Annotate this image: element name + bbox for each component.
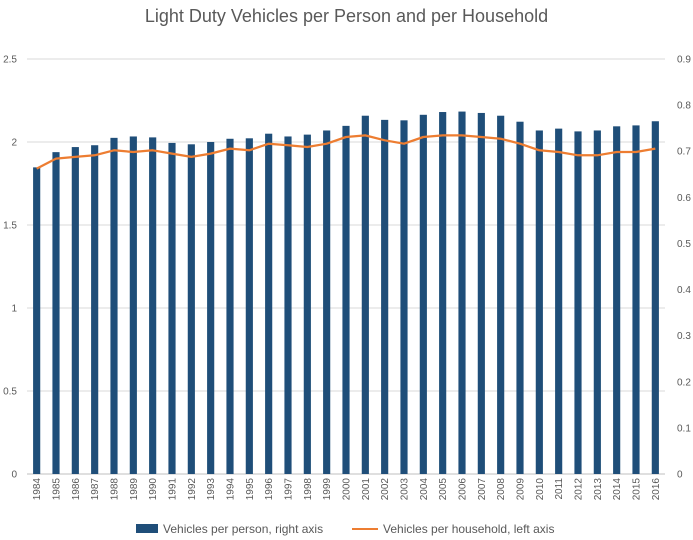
bar [574,131,582,474]
bar [439,112,447,475]
bar [149,137,157,474]
bar [303,134,311,474]
bar [477,112,485,474]
bar [71,147,79,475]
bar [52,152,60,474]
right-tick-label: 0.7 [677,147,691,158]
bar [226,138,234,474]
x-tick-label: 2016 [651,478,662,501]
right-tick-label: 0.1 [677,423,691,434]
x-tick-label: 2013 [593,478,604,501]
x-tick-label: 2005 [438,478,449,501]
legend-label-bar: Vehicles per person, right axis [163,522,323,536]
household-line [36,134,656,170]
x-tick-label: 2002 [380,478,391,501]
bar [458,111,466,475]
right-tick-label: 0 [677,470,683,481]
bar [129,136,137,474]
bar [400,120,408,475]
left-tick-label: 2.5 [3,55,17,66]
bar [265,133,273,474]
left-axis: 0 0.5 1 1.5 2 2.5 [3,55,17,481]
bar [632,125,640,475]
x-tick-label: 2000 [342,478,353,501]
x-tick-label: 1993 [206,478,217,501]
x-tick-label: 1995 [245,478,256,501]
bar [593,130,601,474]
bar [361,115,369,474]
bar [342,125,350,474]
x-tick-label: 1987 [90,478,101,501]
bar [419,114,427,475]
x-tick-label: 1996 [264,478,275,501]
x-tick-label: 2001 [361,478,372,501]
x-tick-label: 1986 [71,478,82,501]
x-tick-label: 2007 [477,478,488,501]
x-tick-label: 2015 [632,478,643,501]
bar [284,136,292,474]
right-tick-label: 0.5 [677,239,691,250]
x-tick-label: 1989 [129,478,140,501]
x-tick-label: 1997 [284,478,295,501]
bar [91,145,99,474]
x-tick-label: 2012 [574,478,585,501]
bar [651,121,659,474]
bar-series [33,111,659,475]
right-tick-label: 0.6 [677,193,691,204]
x-tick-label: 1984 [32,478,43,501]
line-series [36,134,656,170]
x-tick-label: 1998 [303,478,314,501]
x-tick-label: 2014 [612,478,623,501]
left-tick-label: 0.5 [3,387,17,398]
bar [323,130,331,474]
legend: Vehicles per person, right axis Vehicles… [136,522,554,536]
bar [245,138,253,475]
left-tick-label: 1 [11,304,17,315]
x-tick-label: 2009 [516,478,527,501]
right-tick-label: 0.2 [677,377,691,388]
x-tick-label: 1992 [187,478,198,501]
left-tick-label: 1.5 [3,221,17,232]
bar [168,142,176,474]
left-tick-label: 0 [11,470,17,481]
bar [207,142,215,474]
bar [110,137,118,474]
bar [555,128,563,474]
x-tick-label: 2010 [535,478,546,501]
bar [613,126,621,475]
x-tick-label: 2006 [458,478,469,501]
x-axis: 1984 1985 1986 1987 1988 1989 1990 1991 1992 1993… [32,478,662,501]
bar [381,119,389,474]
right-tick-label: 0.8 [677,101,691,112]
x-tick-label: 1990 [148,478,159,501]
bar [535,130,543,474]
x-tick-label: 1988 [110,478,121,501]
x-tick-label: 1994 [226,478,237,501]
x-tick-label: 1985 [52,478,63,501]
legend-swatch-bar [136,524,158,533]
right-tick-label: 0.4 [677,285,691,296]
bar [187,144,195,475]
right-axis: 0 0.1 0.2 0.3 0.4 0.5 0.6 0.7 0.8 0.9 [677,55,691,481]
x-tick-label: 1999 [322,478,333,501]
bar [33,167,41,474]
x-tick-label: 1991 [168,478,179,501]
x-tick-label: 2004 [419,478,430,501]
left-tick-label: 2 [11,138,17,149]
chart-title: Light Duty Vehicles per Person and per H… [145,6,548,26]
bar [497,115,505,474]
bar [516,121,524,474]
right-tick-label: 0.9 [677,55,691,66]
legend-label-line: Vehicles per household, left axis [383,522,554,536]
right-tick-label: 0.3 [677,331,691,342]
x-tick-label: 2008 [496,478,507,501]
x-tick-label: 2003 [400,478,411,501]
x-tick-label: 2011 [554,478,565,500]
